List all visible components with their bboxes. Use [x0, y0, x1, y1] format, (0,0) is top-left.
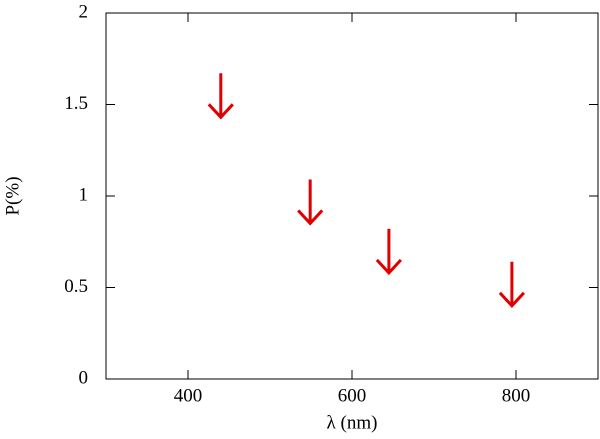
x-tick-label: 800: [502, 385, 531, 406]
plot-frame: [105, 12, 599, 380]
upper-limit-arrow: [375, 228, 403, 276]
x-tick-label: 400: [174, 385, 203, 406]
upper-limit-arrow: [297, 179, 324, 226]
y-tick-label: 0: [79, 367, 89, 388]
y-tick-label: 1.5: [64, 93, 88, 114]
x-tick-label: 600: [338, 385, 367, 406]
upper-limit-arrow: [498, 261, 526, 309]
y-axis-label: P(%): [2, 176, 23, 215]
y-tick-label: 0.5: [64, 276, 88, 297]
y-tick-label: 1: [79, 184, 89, 205]
y-tick-label: 2: [79, 1, 89, 22]
x-axis-label: λ (nm): [327, 412, 378, 433]
upper-limit-arrow: [207, 73, 234, 120]
